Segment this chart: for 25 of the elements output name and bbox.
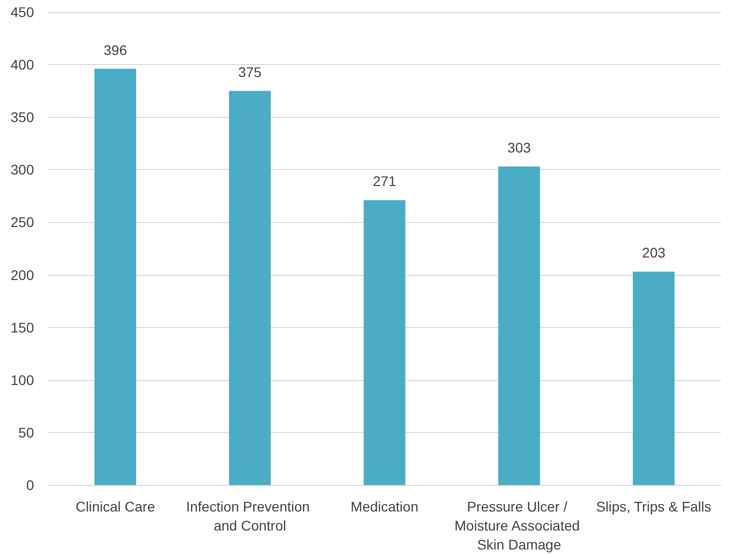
x-tick-label: Slips, Trips & Falls (596, 498, 712, 514)
y-tick-label: 450 (10, 4, 34, 20)
y-tick-label: 350 (10, 109, 34, 126)
y-tick-label: 200 (10, 266, 34, 283)
x-tick-label: Clinical Care (76, 498, 156, 514)
bar (364, 200, 406, 485)
data-label: 203 (642, 244, 666, 261)
y-tick-label: 300 (10, 162, 34, 178)
y-tick-label: 100 (10, 372, 34, 388)
data-label: 396 (104, 42, 128, 58)
x-tick-label: Medication (350, 498, 418, 514)
x-tick-label: Pressure Ulcer / Moisture Associated Skin Damage (454, 498, 584, 552)
bar (94, 68, 136, 485)
y-tick-label: 150 (10, 319, 34, 336)
bar (632, 272, 675, 485)
data-label: 375 (238, 64, 262, 80)
x-tick-label: Infection Prevention and Control (186, 498, 314, 534)
bar (229, 90, 271, 485)
y-tick-label: 250 (10, 214, 34, 230)
data-label: 303 (507, 140, 531, 156)
y-tick-label: 400 (10, 56, 34, 73)
y-tick-label: 0 (26, 477, 34, 493)
bar (498, 166, 540, 485)
data-label: 271 (372, 173, 396, 190)
y-tick-label: 50 (18, 424, 34, 440)
